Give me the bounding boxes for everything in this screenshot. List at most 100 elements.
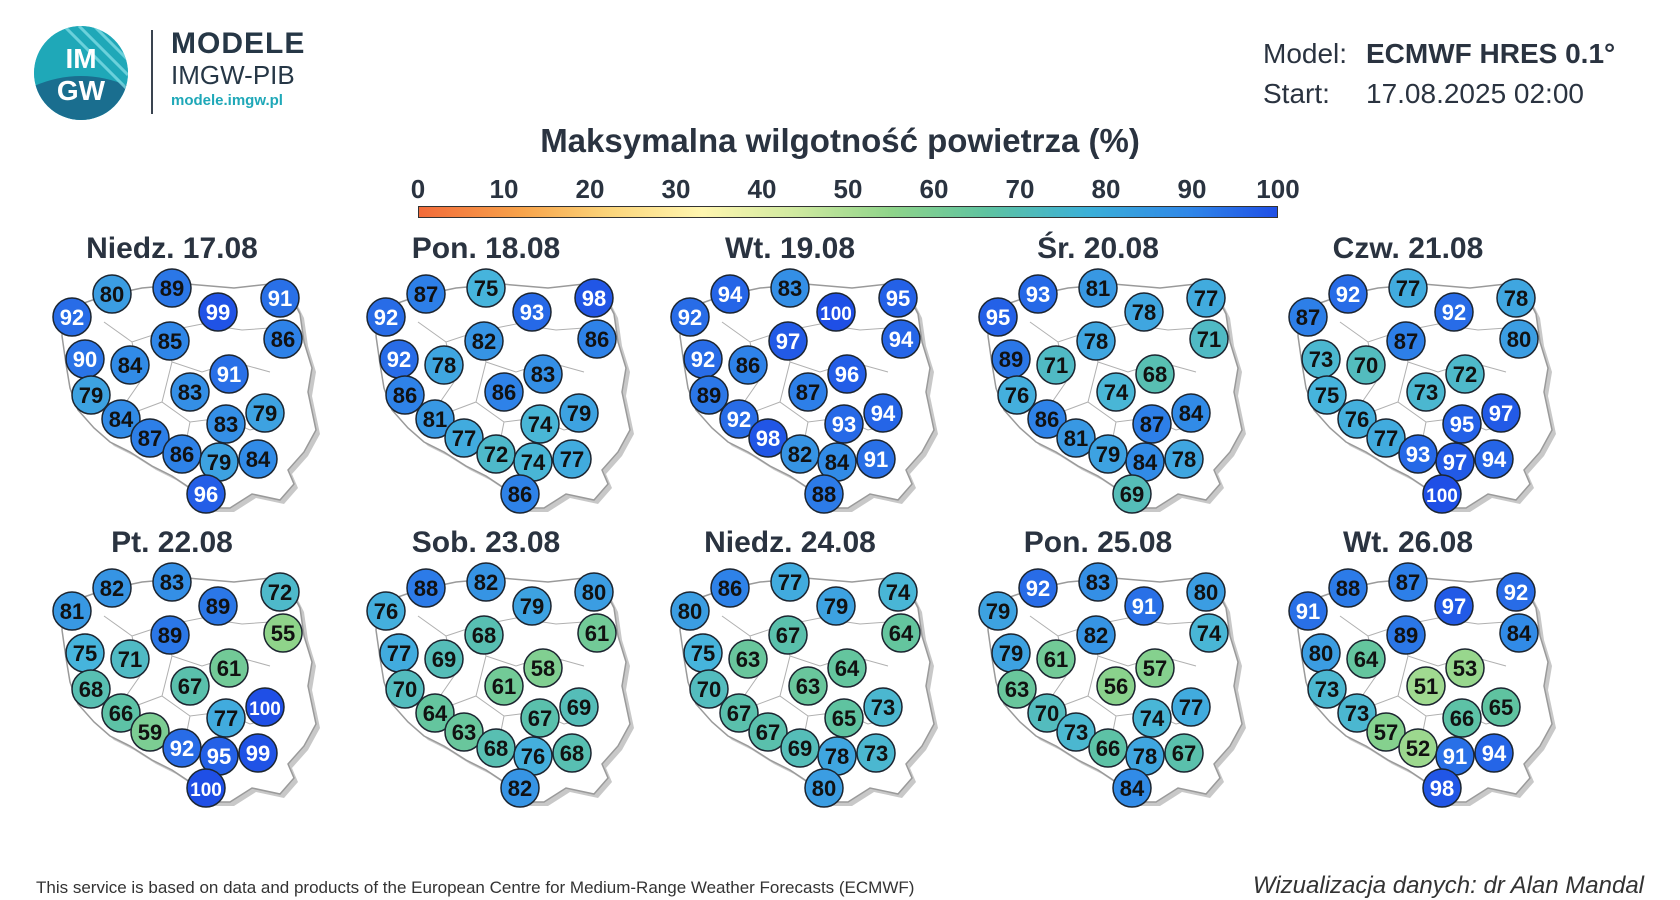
humidity-bubble [878,572,918,612]
humidity-bubble [466,268,506,308]
forecast-day-title: Niedz. 17.08 [86,232,258,265]
humidity-value: 72 [268,580,292,605]
humidity-marker: 67 [520,698,560,738]
humidity-marker: 65 [1481,687,1521,727]
humidity-bubble [444,712,484,752]
humidity-value: 82 [788,442,812,467]
humidity-value: 66 [1096,736,1120,761]
humidity-marker: 67 [719,693,759,733]
humidity-value: 63 [736,647,760,672]
humidity-value: 80 [812,776,836,801]
humidity-value: 87 [414,282,438,307]
humidity-value: 81 [1086,276,1110,301]
humidity-bubble [1307,669,1347,709]
humidity-bubble [512,586,552,626]
humidity-value: 76 [374,599,398,624]
humidity-bubble [719,399,759,439]
humidity-value: 73 [1345,701,1369,726]
humidity-marker: 80 [670,591,710,631]
humidity-marker: 86 [500,474,540,514]
humidity-value: 74 [886,580,911,605]
humidity-value: 92 [374,305,398,330]
humidity-bubble [1132,404,1172,444]
scale-tick-label: 60 [919,174,949,204]
humidity-value: 83 [531,362,555,387]
humidity-marker: 80 [1499,319,1539,359]
humidity-bubble [1112,474,1152,514]
humidity-bubble [824,404,864,444]
humidity-marker: 80 [804,768,844,808]
humidity-value: 92 [1026,576,1050,601]
humidity-bubble [406,568,446,608]
humidity-marker: 99 [238,733,278,773]
humidity-value: 100 [820,304,852,325]
humidity-marker: 82 [464,321,504,361]
humidity-value: 77 [778,570,802,595]
humidity-bubble [520,698,560,738]
humidity-marker: 88 [804,474,844,514]
humidity-marker: 94 [710,274,750,314]
humidity-value: 79 [253,401,277,426]
humidity-bubble [827,648,867,688]
humidity-bubble [424,639,464,679]
humidity-value: 67 [1172,741,1196,766]
humidity-bubble [559,687,599,727]
humidity-bubble [1328,274,1368,314]
humidity-bubble [1056,712,1096,752]
humidity-marker: 76 [366,591,406,631]
forecast-map: Wt. 26.08 88 87 91 97 92 89 84 80 64 53 73 51 65 73 66 5… [1248,526,1568,846]
humidity-marker: 78 [1076,321,1116,361]
forecast-day-title: Pt. 22.08 [111,526,233,559]
humidity-marker: 70 [689,669,729,709]
humidity-value: 79 [824,594,848,619]
humidity-bubble [52,591,92,631]
humidity-bubble [130,712,170,752]
humidity-marker: 78 [1125,736,1165,776]
humidity-bubble [206,698,246,738]
humidity-value: 93 [832,412,856,437]
humidity-marker: 75 [1307,375,1347,415]
humidity-bubble [1171,687,1211,727]
humidity-marker: 82 [1076,615,1116,655]
humidity-marker: 76 [997,375,1037,415]
humidity-marker: 71 [1036,345,1076,385]
humidity-value: 71 [118,647,142,672]
humidity-value: 85 [158,329,182,354]
model-info: Model: ECMWF HRES 0.1° Start: 17.08.2025 0… [1263,34,1615,114]
humidity-bubble [238,439,278,479]
humidity-marker: 73 [1301,339,1341,379]
humidity-value: 55 [271,621,295,646]
humidity-marker: 73 [856,733,896,773]
brand-url[interactable]: modele.imgw.pl [171,92,283,109]
humidity-marker: 89 [1386,615,1426,655]
humidity-value: 68 [472,623,496,648]
humidity-marker: 61 [577,613,617,653]
humidity-marker: 68 [1135,354,1175,394]
humidity-value: 73 [871,695,895,720]
humidity-bubble [385,375,425,415]
humidity-bubble [1346,345,1386,385]
humidity-marker: 83 [170,372,210,412]
humidity-marker: 100 [245,687,285,727]
forecast-day-title: Pon. 18.08 [411,232,561,265]
humidity-value: 84 [118,353,143,378]
scale-tick-label: 30 [661,174,691,204]
humidity-marker: 91 [260,278,300,318]
humidity-value: 93 [520,300,544,325]
humidity-bubble [110,639,150,679]
humidity-marker: 66 [101,693,141,733]
humidity-marker: 87 [1288,297,1328,337]
humidity-value: 66 [109,701,133,726]
humidity-bubble [1018,274,1058,314]
humidity-marker: 92 [1328,274,1368,314]
scale-tick-label: 50 [833,174,863,204]
humidity-marker: 68 [464,615,504,655]
humidity-value: 69 [432,647,456,672]
humidity-bubble [1337,693,1377,733]
humidity-marker: 84 [1125,442,1165,482]
humidity-value: 78 [825,744,849,769]
humidity-bubble [768,615,808,655]
humidity-bubble [523,648,563,688]
humidity-value: 87 [1296,305,1320,330]
